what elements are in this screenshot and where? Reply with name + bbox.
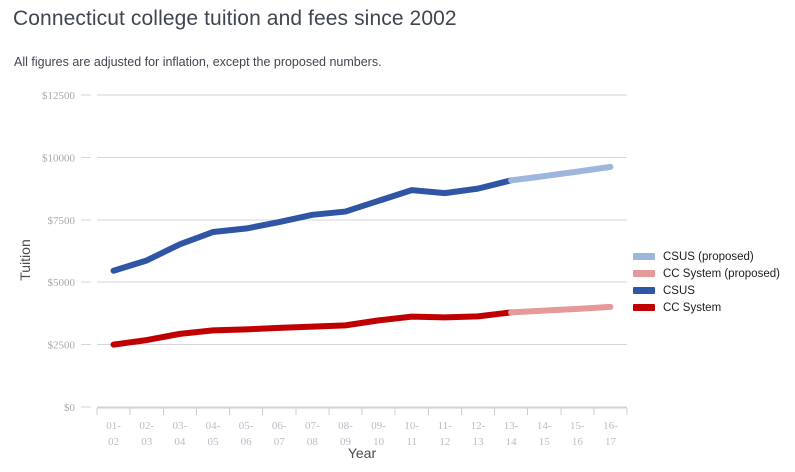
x-axis-tick-label: 06- [272,420,287,432]
x-axis-title: Year [348,445,377,461]
x-axis-tick-label: 03- [172,420,187,432]
x-axis-tick-label: 06 [241,436,253,448]
x-axis-tick-label: 03 [141,436,153,448]
legend-item-label: CSUS (proposed) [663,250,754,263]
x-axis-tick-label: 08 [307,436,319,448]
x-axis-tick-label: 01- [106,420,121,432]
x-axis-tick-label: 16- [603,420,618,432]
y-axis-tick-label: $0 [64,402,76,414]
x-axis-tick-label: 05 [207,436,219,448]
y-axis-tick-label: $2500 [48,340,76,352]
legend-item-label: CC System [663,301,722,314]
x-axis-tick-label: 12 [439,436,450,448]
legend-item-label: CC System (proposed) [663,267,780,280]
legend-item[interactable]: CC System (proposed) [633,266,793,281]
x-axis-tick-label: 07 [274,436,286,448]
y-axis-title: Tuition [17,239,33,281]
legend-color-swatch [633,270,655,277]
legend-item[interactable]: CC System [633,300,793,315]
x-axis-tick-label: 09 [340,436,352,448]
series-line [508,303,614,316]
chart-legend: CSUS (proposed) CC System (proposed) CSUS C… [633,249,793,317]
series-line [110,177,515,274]
x-axis-tick-label: 05- [239,420,254,432]
x-axis-tick-label: 04- [206,420,221,432]
x-axis-tick-label: 17 [605,436,617,448]
legend-color-swatch [633,287,655,294]
x-axis-tick-label: 11 [406,436,417,448]
x-axis-tick-labels: 01- 02 02- 03 03- 04 04- 05 05- 06 06- 07 07- 08 08- 09… [106,420,618,448]
gridlines [97,94,627,408]
x-axis-tick-label: 16 [572,436,584,448]
x-axis-tick-label: 11- [438,420,453,432]
x-axis-tick-label: 13 [472,436,484,448]
x-axis-tick-label: 12- [471,420,486,432]
y-axis-tick-labels: $0 $2500 $5000 $7500 $10000 $12500 [42,90,91,414]
x-axis-tick-label: 15 [539,436,551,448]
legend-item[interactable]: CSUS [633,283,793,298]
x-axis-tick-label: 02- [139,420,154,432]
x-axis-tick-label: 09- [371,420,386,432]
legend-item-label: CSUS [663,284,695,297]
x-axis-tick-label: 14- [537,420,552,432]
x-axis-tick-label: 07- [305,420,320,432]
x-axis-tick-label: 10 [373,436,385,448]
y-axis-tick-label: $7500 [48,215,76,227]
y-axis-tick-label: $12500 [42,90,76,102]
chart-subtitle: All figures are adjusted for inflation, … [14,55,382,69]
x-axis [96,407,628,415]
x-axis-tick-label: 02 [108,436,119,448]
x-axis-tick-label: 04 [174,436,186,448]
x-axis-tick-label: 13- [504,420,519,432]
series-line [110,309,515,348]
x-axis-tick-label: 15- [570,420,585,432]
chart-title: Connecticut college tuition and fees sin… [13,7,457,30]
series-lines [110,163,614,348]
x-axis-tick-label: 14 [506,436,518,448]
x-axis-tick-label: 10- [404,420,419,432]
legend-color-swatch [633,253,655,260]
series-line [508,163,614,184]
legend-color-swatch [633,304,655,311]
y-axis-tick-label: $10000 [42,152,76,164]
y-axis-tick-label: $5000 [48,277,76,289]
legend-item[interactable]: CSUS (proposed) [633,249,793,264]
x-axis-tick-label: 08- [338,420,353,432]
